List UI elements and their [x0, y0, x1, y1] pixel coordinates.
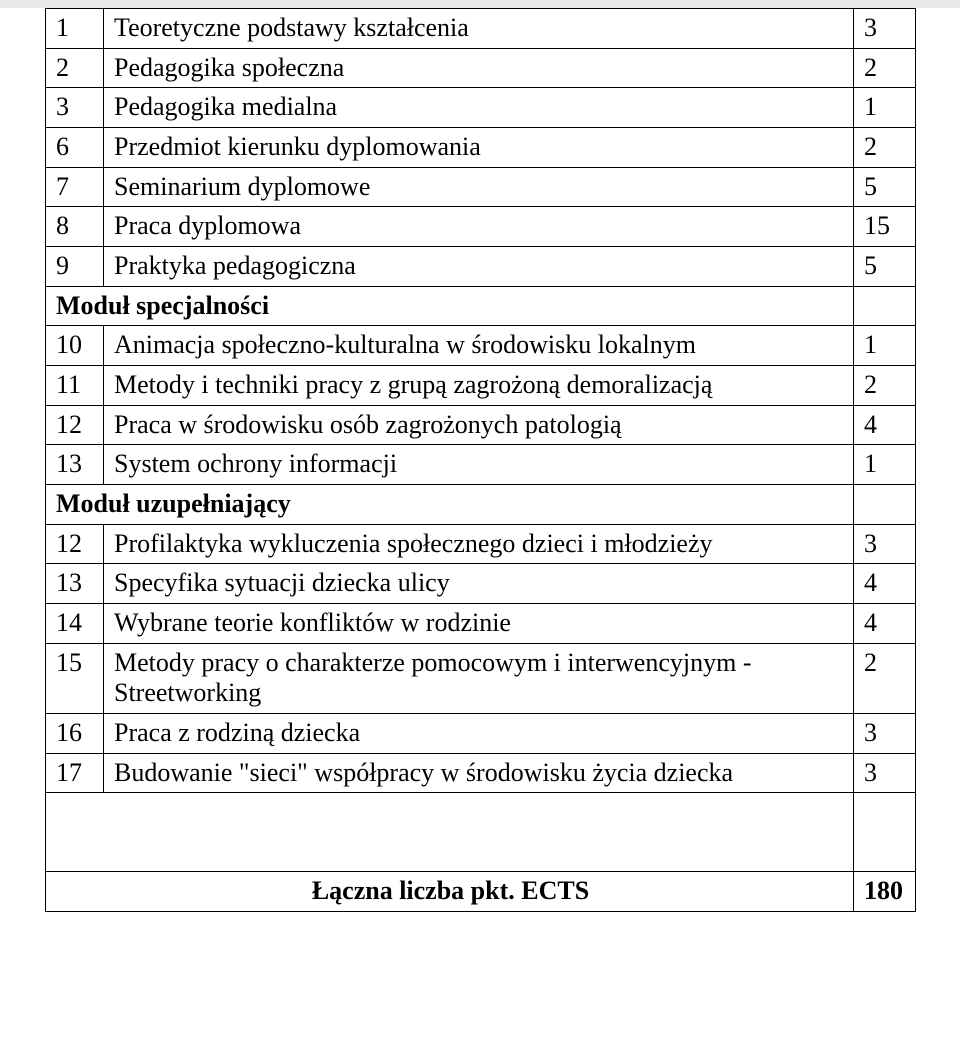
table-row: 12 Profilaktyka wykluczenia społecznego …: [46, 524, 916, 564]
row-value: 3: [854, 714, 916, 754]
section-value: [854, 485, 916, 525]
table-row: 1 Teoretyczne podstawy kształcenia 3: [46, 9, 916, 49]
table-row: 6 Przedmiot kierunku dyplomowania 2: [46, 128, 916, 168]
row-number: 3: [46, 88, 104, 128]
row-value: 1: [854, 88, 916, 128]
spacer-cell: [46, 793, 854, 872]
row-value: 3: [854, 524, 916, 564]
row-number: 10: [46, 326, 104, 366]
total-value: 180: [854, 872, 916, 912]
row-number: 6: [46, 128, 104, 168]
row-title: Budowanie "sieci" współpracy w środowisk…: [104, 753, 854, 793]
spacer-row: [46, 793, 916, 872]
row-value: 4: [854, 564, 916, 604]
row-value: 4: [854, 604, 916, 644]
row-title: Wybrane teorie konfliktów w rodzinie: [104, 604, 854, 644]
row-title: Animacja społeczno-kulturalna w środowis…: [104, 326, 854, 366]
row-number: 15: [46, 643, 104, 713]
table-row: 8 Praca dyplomowa 15: [46, 207, 916, 247]
row-number: 12: [46, 524, 104, 564]
row-value: 5: [854, 247, 916, 287]
row-value: 3: [854, 753, 916, 793]
row-title: Pedagogika medialna: [104, 88, 854, 128]
row-number: 12: [46, 405, 104, 445]
table-row: 2 Pedagogika społeczna 2: [46, 48, 916, 88]
row-title: Praktyka pedagogiczna: [104, 247, 854, 287]
section-header: Moduł specjalności: [46, 286, 916, 326]
row-value: 2: [854, 48, 916, 88]
row-title: Przedmiot kierunku dyplomowania: [104, 128, 854, 168]
row-number: 16: [46, 714, 104, 754]
table-row: 16 Praca z rodziną dziecka 3: [46, 714, 916, 754]
spacer-cell: [854, 793, 916, 872]
row-value: 4: [854, 405, 916, 445]
row-number: 1: [46, 9, 104, 49]
row-number: 17: [46, 753, 104, 793]
row-title: System ochrony informacji: [104, 445, 854, 485]
row-number: 2: [46, 48, 104, 88]
section-header: Moduł uzupełniający: [46, 485, 916, 525]
row-number: 13: [46, 564, 104, 604]
row-title: Praca w środowisku osób zagrożonych pato…: [104, 405, 854, 445]
table-row: 17 Budowanie "sieci" współpracy w środow…: [46, 753, 916, 793]
row-number: 8: [46, 207, 104, 247]
row-value: 3: [854, 9, 916, 49]
curriculum-table: 1 Teoretyczne podstawy kształcenia 3 2 P…: [45, 8, 916, 912]
section-title: Moduł uzupełniający: [46, 485, 854, 525]
row-value: 5: [854, 167, 916, 207]
row-title: Profilaktyka wykluczenia społecznego dzi…: [104, 524, 854, 564]
table-row: 14 Wybrane teorie konfliktów w rodzinie …: [46, 604, 916, 644]
row-title: Praca z rodziną dziecka: [104, 714, 854, 754]
section-value: [854, 286, 916, 326]
total-row: Łączna liczba pkt. ECTS 180: [46, 872, 916, 912]
table-row: 15 Metody pracy o charakterze pomocowym …: [46, 643, 916, 713]
row-number: 9: [46, 247, 104, 287]
table-row: 12 Praca w środowisku osób zagrożonych p…: [46, 405, 916, 445]
table-row: 11 Metody i techniki pracy z grupą zagro…: [46, 366, 916, 406]
row-value: 2: [854, 643, 916, 713]
row-title: Specyfika sytuacji dziecka ulicy: [104, 564, 854, 604]
row-value: 15: [854, 207, 916, 247]
table-row: 9 Praktyka pedagogiczna 5: [46, 247, 916, 287]
row-number: 7: [46, 167, 104, 207]
row-title: Seminarium dyplomowe: [104, 167, 854, 207]
row-title: Pedagogika społeczna: [104, 48, 854, 88]
table-row: 3 Pedagogika medialna 1: [46, 88, 916, 128]
row-title: Metody pracy o charakterze pomocowym i i…: [104, 643, 854, 713]
table-row: 13 System ochrony informacji 1: [46, 445, 916, 485]
table-row: 7 Seminarium dyplomowe 5: [46, 167, 916, 207]
total-label: Łączna liczba pkt. ECTS: [46, 872, 854, 912]
document-page: 1 Teoretyczne podstawy kształcenia 3 2 P…: [0, 8, 960, 1040]
section-title: Moduł specjalności: [46, 286, 854, 326]
row-value: 1: [854, 445, 916, 485]
row-title: Teoretyczne podstawy kształcenia: [104, 9, 854, 49]
row-value: 1: [854, 326, 916, 366]
row-title: Metody i techniki pracy z grupą zagrożon…: [104, 366, 854, 406]
row-title: Praca dyplomowa: [104, 207, 854, 247]
row-value: 2: [854, 366, 916, 406]
row-number: 14: [46, 604, 104, 644]
table-row: 13 Specyfika sytuacji dziecka ulicy 4: [46, 564, 916, 604]
row-number: 11: [46, 366, 104, 406]
table-row: 10 Animacja społeczno-kulturalna w środo…: [46, 326, 916, 366]
row-value: 2: [854, 128, 916, 168]
row-number: 13: [46, 445, 104, 485]
